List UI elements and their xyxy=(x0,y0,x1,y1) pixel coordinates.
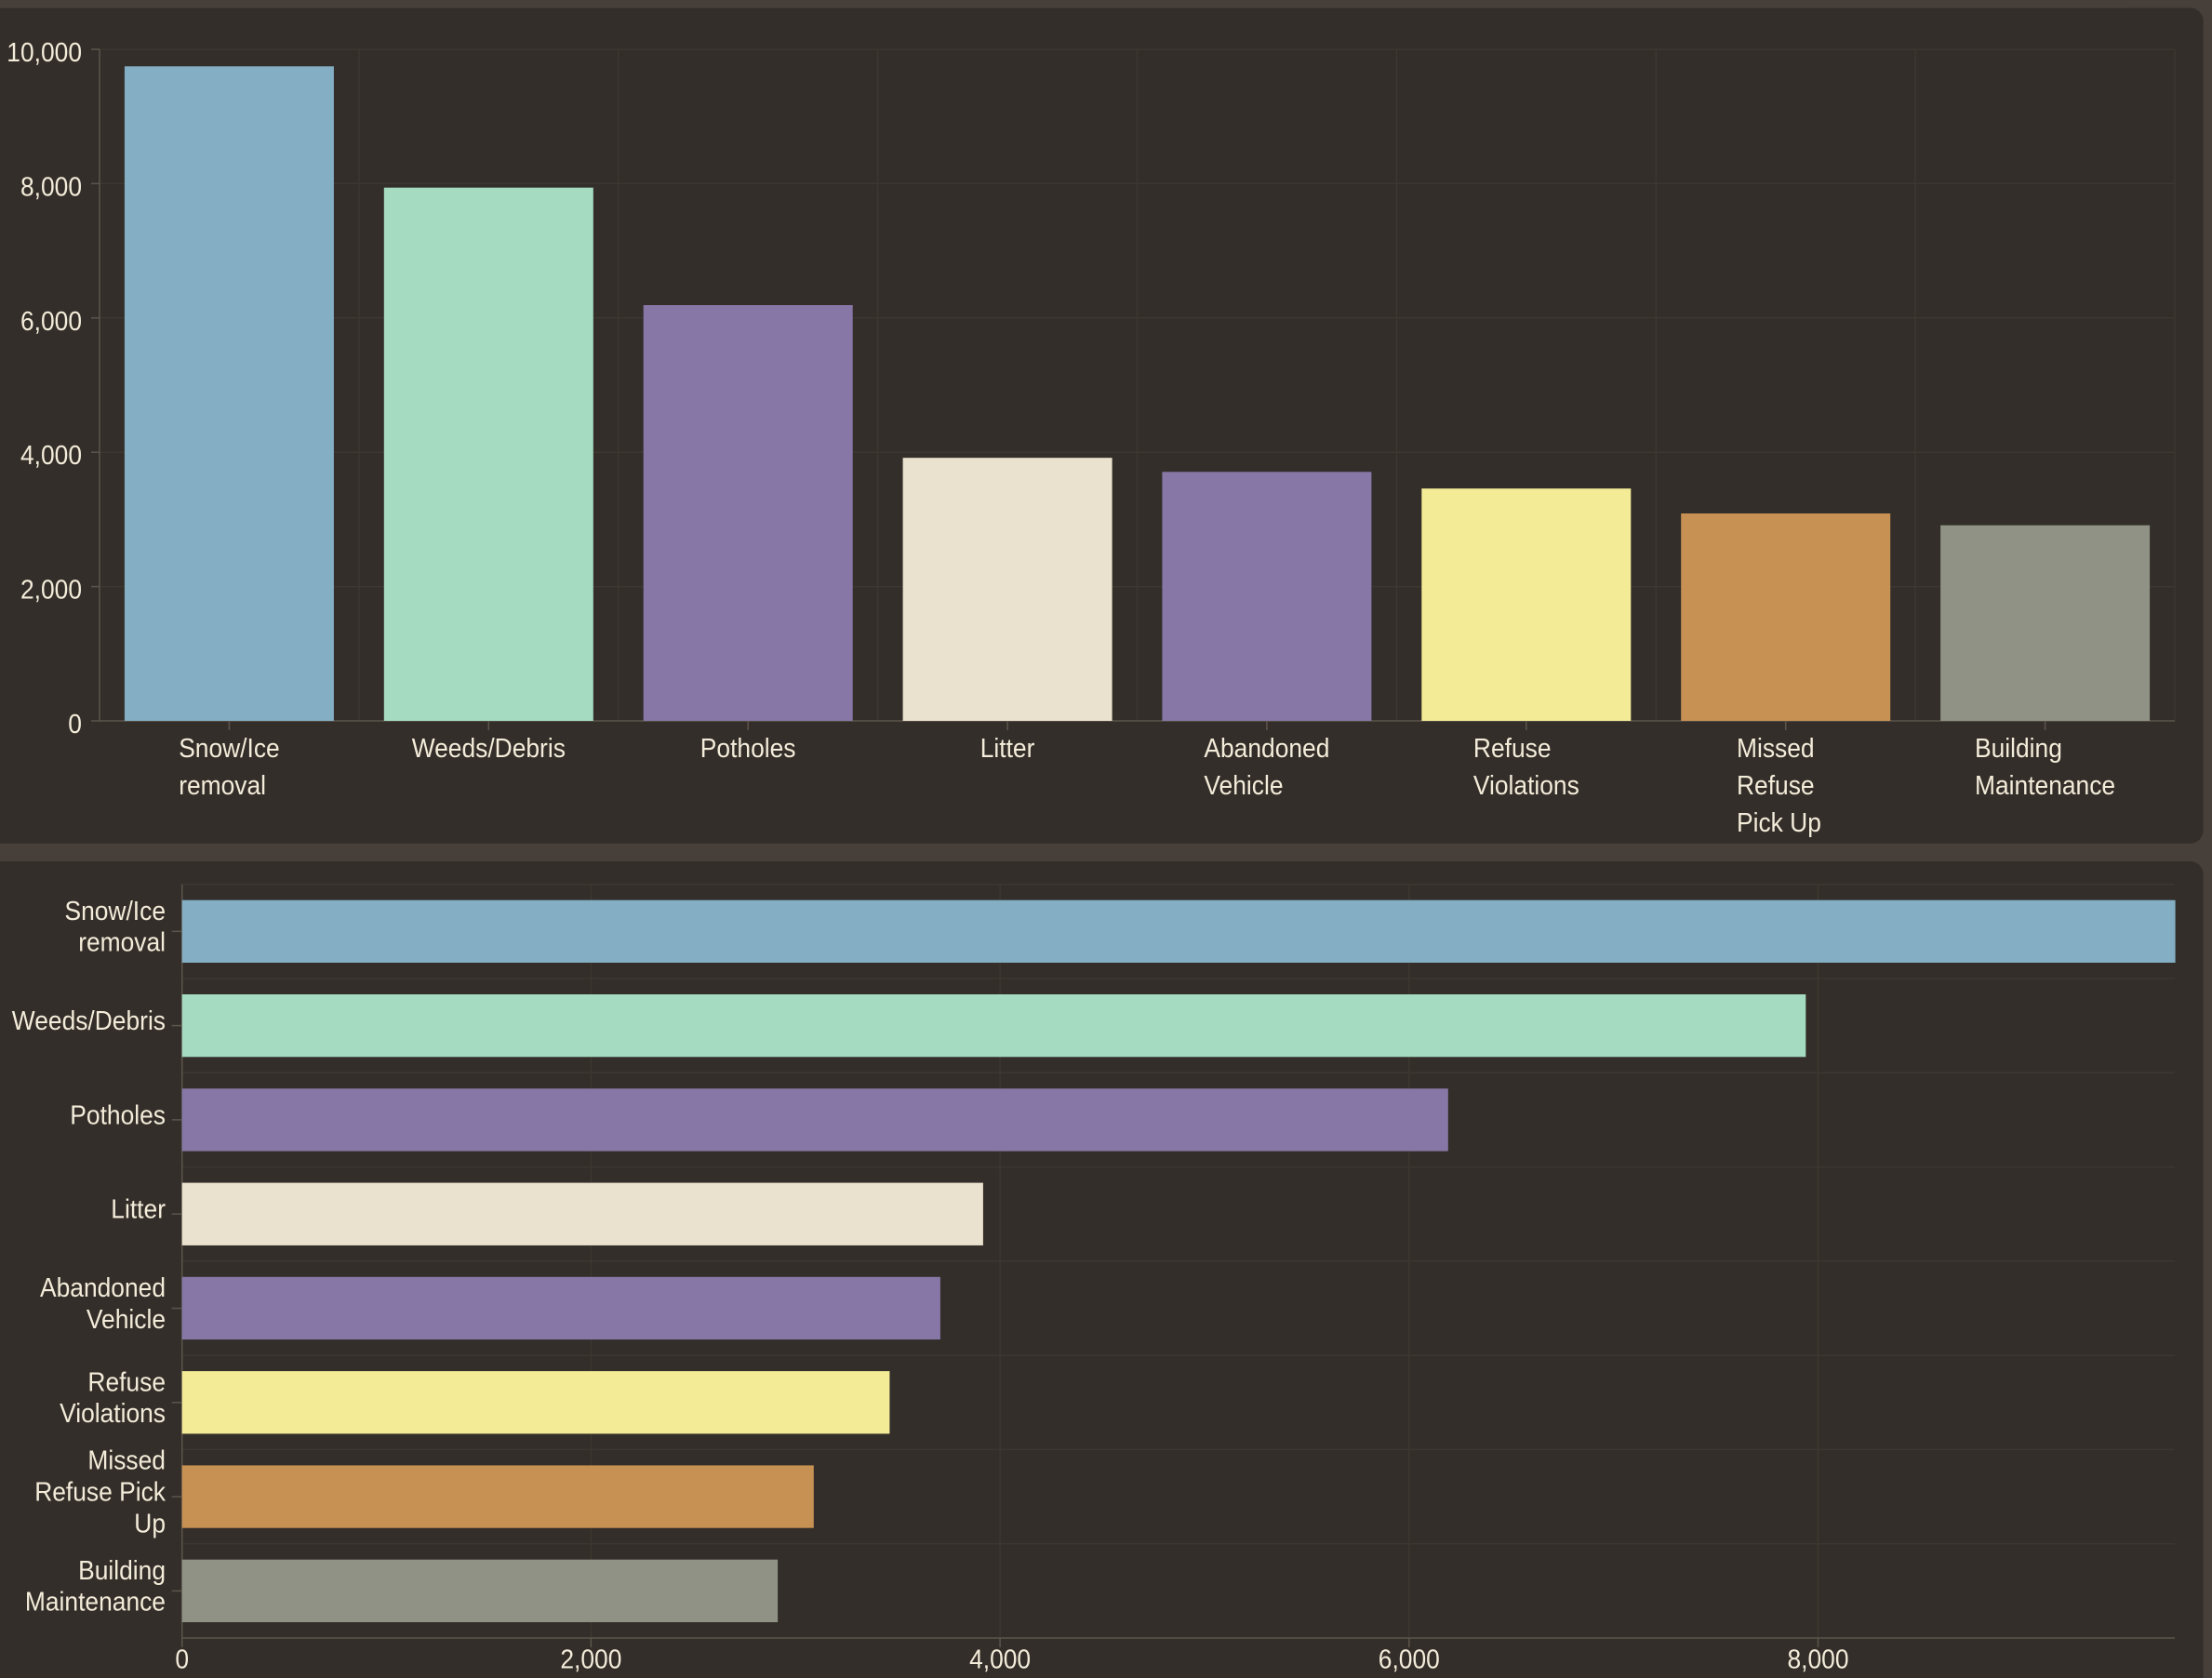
svg-text:Weeds/Debris: Weeds/Debris xyxy=(412,734,566,764)
svg-text:0: 0 xyxy=(175,1645,189,1674)
svg-text:Litter: Litter xyxy=(111,1195,166,1225)
svg-text:Potholes: Potholes xyxy=(700,734,796,764)
svg-text:Violations: Violations xyxy=(1473,771,1579,801)
svg-text:8,000: 8,000 xyxy=(20,172,82,202)
svg-text:8,000: 8,000 xyxy=(1788,1645,1849,1674)
svg-text:Violations: Violations xyxy=(60,1399,166,1429)
svg-text:removal: removal xyxy=(78,928,166,958)
svg-text:Up: Up xyxy=(134,1509,166,1538)
svg-text:0: 0 xyxy=(68,710,82,739)
svg-text:removal: removal xyxy=(179,771,266,801)
svg-text:Missed: Missed xyxy=(1737,734,1815,764)
svg-text:6,000: 6,000 xyxy=(1379,1645,1440,1674)
svg-text:Missed: Missed xyxy=(87,1446,166,1476)
svg-text:Litter: Litter xyxy=(980,734,1035,764)
svg-text:Pick Up: Pick Up xyxy=(1737,808,1821,838)
svg-text:Snow/Ice: Snow/Ice xyxy=(179,734,280,764)
svg-text:4,000: 4,000 xyxy=(20,441,82,471)
svg-text:Refuse: Refuse xyxy=(87,1367,166,1397)
svg-text:4,000: 4,000 xyxy=(969,1645,1031,1674)
svg-text:Vehicle: Vehicle xyxy=(87,1305,166,1335)
svg-text:Snow/Ice: Snow/Ice xyxy=(65,897,167,926)
svg-text:2,000: 2,000 xyxy=(560,1645,621,1674)
svg-text:10,000: 10,000 xyxy=(7,38,82,68)
svg-text:Refuse: Refuse xyxy=(1473,734,1552,764)
svg-text:Refuse: Refuse xyxy=(1737,771,1815,801)
svg-text:Refuse Pick: Refuse Pick xyxy=(34,1478,166,1508)
svg-text:Abandoned: Abandoned xyxy=(40,1273,166,1303)
svg-text:Building: Building xyxy=(1975,734,2062,764)
svg-text:2,000: 2,000 xyxy=(20,576,82,606)
svg-text:Abandoned: Abandoned xyxy=(1204,734,1329,764)
svg-text:Potholes: Potholes xyxy=(70,1100,166,1130)
svg-text:Building: Building xyxy=(78,1556,166,1586)
svg-text:6,000: 6,000 xyxy=(20,307,82,337)
svg-text:Maintenance: Maintenance xyxy=(1975,771,2115,801)
svg-text:Vehicle: Vehicle xyxy=(1204,771,1283,801)
svg-text:Weeds/Debris: Weeds/Debris xyxy=(12,1006,166,1036)
svg-text:Maintenance: Maintenance xyxy=(25,1588,166,1618)
